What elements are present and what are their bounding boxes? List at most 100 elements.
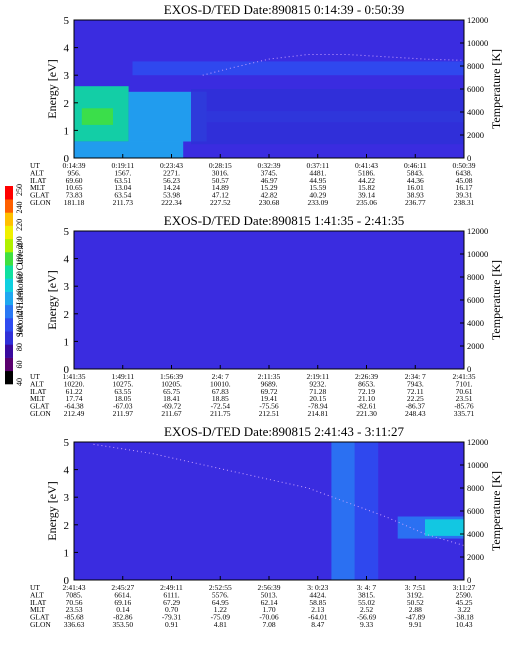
orbit-row-label: ILAT — [30, 598, 47, 607]
orbit-value: 211.75 — [210, 409, 231, 418]
orbit-value: 47.12 — [212, 191, 229, 200]
orbit-value: 181.18 — [64, 198, 85, 207]
orbit-row-label: UT — [30, 372, 40, 381]
colorbar-cell — [5, 304, 13, 319]
temperature-tick-label: 0 — [467, 153, 471, 163]
temperature-tick-label: 10000 — [467, 249, 488, 259]
orbit-value: 19.41 — [261, 394, 278, 403]
orbit-value: 70.61 — [456, 387, 473, 396]
orbit-value: 7.08 — [262, 620, 275, 629]
temperature-trace — [93, 443, 465, 546]
orbit-row-label: GLON — [30, 409, 51, 418]
orbit-value: 69.72 — [261, 387, 278, 396]
orbit-value: 212.51 — [259, 409, 280, 418]
orbit-value: 10.43 — [456, 620, 473, 629]
orbit-value: 0.91 — [165, 620, 178, 629]
temperature-tick-label: 4000 — [467, 529, 484, 539]
orbit-row-label: ILAT — [30, 176, 47, 185]
orbit-value: 2:26:39 — [355, 372, 378, 381]
orbit-row-label: ALT — [30, 379, 44, 388]
orbit-value: 2.13 — [311, 605, 324, 614]
orbit-value: 58.85 — [309, 598, 326, 607]
orbit-value: 50.57 — [212, 176, 229, 185]
orbit-value: -82.61 — [357, 402, 377, 411]
orbit-value: -86.37 — [406, 402, 426, 411]
temperature-tick-label: 0 — [467, 364, 471, 374]
temperature-tick-label: 8000 — [467, 272, 484, 282]
orbit-value: 2:19:11 — [306, 372, 329, 381]
orbit-value: -72.54 — [211, 402, 231, 411]
colorbar-tick-label: 200 — [15, 236, 24, 248]
orbit-value: 9.33 — [360, 620, 373, 629]
orbit-value: 353.50 — [112, 620, 133, 629]
orbit-value: 2:41:35 — [453, 372, 476, 381]
orbit-value: 2271. — [163, 168, 180, 177]
orbit-value: 45.08 — [456, 176, 473, 185]
colorbar-cell — [5, 370, 13, 385]
orbit-value: 23.53 — [66, 605, 83, 614]
orbit-value: 8653. — [358, 379, 375, 388]
orbit-value: 1.22 — [214, 605, 227, 614]
orbit-value: 65.75 — [163, 387, 180, 396]
colorbar-cell — [5, 225, 13, 240]
orbit-value: 73.83 — [66, 191, 83, 200]
panel-3-title: EXOS-D/TED Date:890815 2:41:43 - 3:11:27 — [164, 424, 404, 439]
colorbar-cell — [5, 252, 13, 266]
energy-tick-label: 5 — [64, 226, 70, 238]
panel-1-ylabel: Energy [eV] — [45, 59, 59, 118]
temperature-tick-label: 2000 — [467, 552, 484, 562]
orbit-value: 72.19 — [358, 387, 375, 396]
colorbar-tick-label: 250 — [15, 184, 24, 196]
orbit-value: 14.89 — [212, 183, 229, 192]
energy-tick-label: 5 — [64, 15, 70, 27]
orbit-value: 7101. — [456, 379, 473, 388]
energy-tick-label: 5 — [64, 437, 70, 449]
orbit-row-label: ALT — [30, 590, 44, 599]
spectrogram-band — [81, 108, 113, 125]
colorbar-cell — [5, 186, 13, 200]
energy-tick-label: 1 — [64, 547, 70, 559]
energy-tick-label: 3 — [64, 281, 70, 293]
orbit-value: 38.93 — [407, 191, 424, 200]
orbit-value: 211.73 — [113, 198, 134, 207]
temperature-tick-label: 0 — [467, 575, 471, 585]
energy-tick-label: 2 — [64, 309, 70, 321]
colorbar-title: Second Harmonic Current — [15, 242, 25, 337]
orbit-value: 235.06 — [356, 198, 377, 207]
orbit-value: -64.38 — [64, 402, 84, 411]
orbit-value: 5186. — [358, 168, 375, 177]
orbit-value: 1567. — [114, 168, 131, 177]
colorbar-tick-label: 40 — [15, 378, 24, 386]
temperature-tick-label: 2000 — [467, 130, 484, 140]
orbit-value: 70.56 — [66, 598, 83, 607]
orbit-value: 248.43 — [405, 409, 426, 418]
energy-tick-label: 0 — [64, 153, 70, 165]
orbit-value: 2:56:39 — [258, 583, 281, 592]
temperature-tick-label: 6000 — [467, 84, 484, 94]
orbit-value: 211.97 — [113, 409, 134, 418]
orbit-value: 69.60 — [66, 176, 83, 185]
spectrogram-panel-1: EXOS-D/TED Date:890815 0:14:39 - 0:50:39… — [30, 2, 503, 207]
panel-3-plot-area — [74, 442, 464, 580]
orbit-value: 44.36 — [407, 176, 424, 185]
colorbar-tick-label: 220 — [15, 219, 24, 231]
energy-tick-label: 1 — [64, 125, 70, 137]
orbit-value: 39.14 — [358, 191, 375, 200]
temperature-tick-label: 6000 — [467, 506, 484, 516]
orbit-value: 212.49 — [64, 409, 85, 418]
orbit-value: 3192. — [407, 590, 424, 599]
orbit-value: 18.85 — [212, 394, 229, 403]
spectrogram-band — [354, 442, 379, 580]
orbit-value: -47.89 — [406, 613, 426, 622]
orbit-value: 4.81 — [214, 620, 227, 629]
orbit-row-label: GLAT — [30, 402, 50, 411]
orbit-value: 2.88 — [409, 605, 422, 614]
energy-tick-label: 0 — [64, 575, 70, 587]
energy-tick-label: 2 — [64, 520, 70, 532]
colorbar-cell — [5, 357, 13, 372]
orbit-value: 2:41:43 — [63, 583, 86, 592]
orbit-value: 15.82 — [358, 183, 375, 192]
orbit-value: 1.70 — [262, 605, 275, 614]
orbit-value: 3745. — [261, 168, 278, 177]
orbit-value: 46.97 — [261, 176, 278, 185]
